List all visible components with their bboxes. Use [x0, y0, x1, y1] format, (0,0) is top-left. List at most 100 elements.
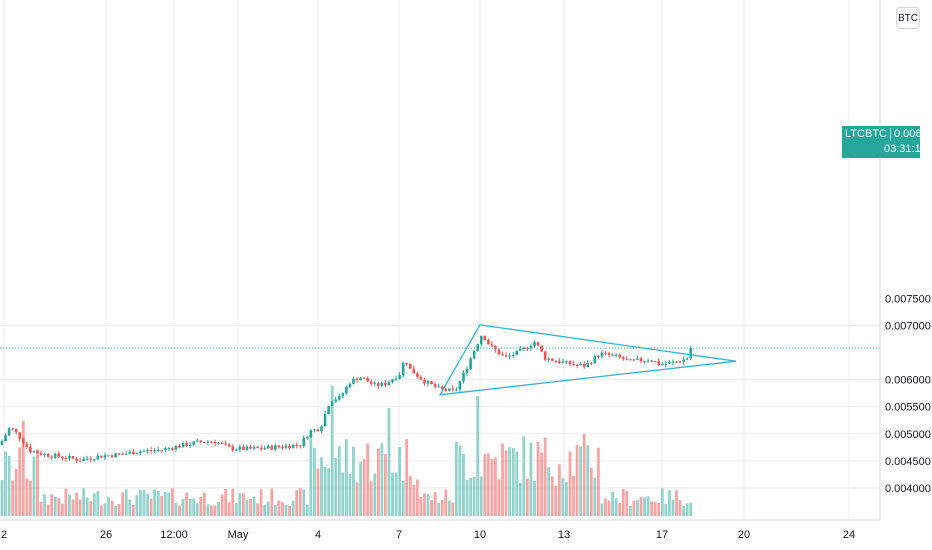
candle-body	[568, 360, 572, 365]
volume-bar	[288, 505, 291, 516]
volume-bar	[369, 481, 373, 516]
candle-body	[263, 448, 266, 450]
candle-body	[501, 354, 504, 356]
volume-bar	[614, 498, 618, 516]
candle-body	[682, 359, 685, 363]
candle-body	[323, 414, 327, 427]
price-tick-label: 0.004000	[885, 483, 931, 495]
volume-bar	[284, 504, 288, 516]
volume-bar	[195, 503, 199, 516]
volume-bar	[171, 488, 174, 516]
candle-body	[284, 445, 288, 448]
candle-body	[18, 432, 22, 439]
candle-body	[636, 358, 639, 360]
time-tick-label: 24	[843, 529, 855, 541]
candle-body	[266, 445, 270, 449]
volume-bar	[199, 496, 203, 516]
volume-bar	[394, 472, 398, 516]
volume-bar	[604, 498, 607, 516]
candle-body	[14, 429, 18, 433]
triangle-drawing[interactable]	[438, 324, 737, 396]
candle-body	[657, 361, 661, 365]
candle-body	[4, 435, 7, 442]
volume-bar	[561, 478, 565, 516]
time-axis[interactable]: 2 26 12:00 May 4 7 10 13 17 20 24	[1, 529, 855, 541]
candle-body	[64, 458, 68, 460]
volume-bar	[575, 444, 579, 516]
volume-bar	[4, 451, 7, 516]
volume-bar	[220, 494, 224, 516]
volume-bar	[174, 502, 178, 516]
volume-bar	[380, 443, 384, 516]
candle-body	[678, 361, 682, 363]
currency-badge[interactable]: BTC	[896, 7, 920, 29]
volume-bar	[181, 498, 185, 516]
candle-body	[611, 354, 614, 356]
candle-body	[661, 364, 664, 366]
candle-body	[227, 444, 231, 447]
candle-body	[295, 444, 298, 446]
price-axis[interactable]: 0.004000 0.004500 0.005000 0.005500 0.006000…	[885, 293, 931, 495]
candle-body	[146, 449, 149, 451]
candle-body	[586, 362, 590, 368]
price-tick-label: 0.006000	[885, 375, 931, 387]
candle-body	[522, 347, 526, 349]
candle-body	[181, 442, 185, 448]
volume-bar	[607, 500, 611, 516]
candle-body	[302, 437, 306, 446]
volume-bar	[444, 489, 448, 516]
volume-bar	[92, 493, 96, 516]
candle-body	[533, 342, 536, 347]
volume-bar	[572, 475, 575, 516]
volume-bar	[455, 441, 458, 516]
candle-body	[479, 335, 483, 345]
candle-body	[7, 428, 11, 436]
volume-bar	[589, 467, 593, 516]
volume-bar	[259, 489, 263, 516]
candle-body	[653, 361, 657, 363]
volume-bar	[160, 496, 164, 516]
candle-body	[46, 453, 50, 457]
volume-bar	[408, 476, 412, 516]
volume-bar	[621, 489, 625, 516]
volume-bar	[582, 433, 586, 516]
time-tick-label: 2	[1, 529, 7, 541]
volume-bar	[305, 504, 309, 516]
volume-bar	[78, 499, 82, 516]
volume-bar	[348, 473, 352, 516]
volume-bar	[636, 500, 639, 516]
volume-bar	[167, 493, 171, 516]
candle-body	[43, 453, 46, 455]
volume-bar	[486, 453, 490, 516]
candle-body	[195, 440, 199, 442]
candle-body	[142, 450, 146, 452]
volume-bar	[60, 503, 64, 516]
volume-bar	[344, 439, 348, 516]
candle-body	[643, 360, 646, 362]
candle-body	[504, 355, 508, 357]
candle-body	[96, 455, 100, 460]
candle-body	[529, 346, 533, 349]
candle-body	[107, 455, 110, 457]
time-tick-label: 26	[100, 529, 112, 541]
volume-bar	[210, 505, 213, 516]
candle-body	[224, 443, 227, 445]
candle-body	[213, 441, 217, 444]
volume-bar	[362, 459, 366, 516]
volume-bar	[391, 473, 394, 516]
candle-body	[671, 361, 675, 363]
candle-body	[259, 447, 263, 449]
candle-body	[398, 375, 401, 379]
volume-bar	[490, 458, 494, 516]
candle-body	[100, 455, 103, 458]
candle-body	[540, 345, 543, 352]
candle-body	[0, 441, 4, 445]
candle-body	[536, 342, 540, 346]
volume-bar	[0, 480, 4, 516]
triangle-pattern[interactable]	[438, 324, 737, 396]
volume-bar	[53, 497, 57, 516]
candle-body	[384, 382, 387, 386]
volume-bar	[32, 456, 36, 516]
volume-bar	[405, 439, 409, 516]
